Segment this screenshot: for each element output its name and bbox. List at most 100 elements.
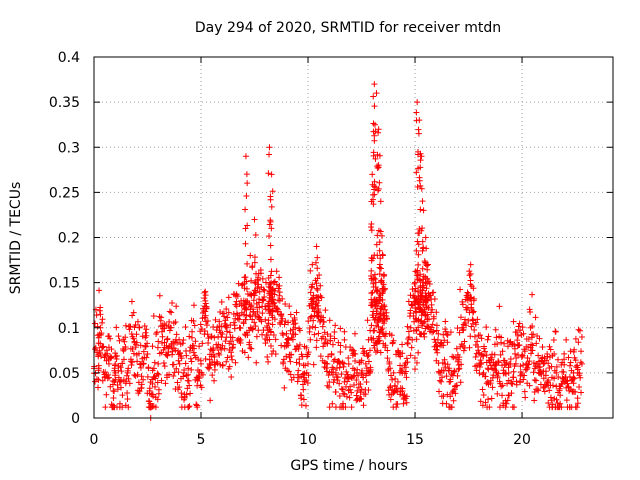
y-tick-label: 0.15 xyxy=(49,276,80,292)
data-point xyxy=(472,321,479,328)
data-point xyxy=(406,334,413,341)
data-point xyxy=(408,344,415,351)
data-point xyxy=(494,390,501,397)
data-point xyxy=(144,373,151,380)
data-point xyxy=(173,331,180,338)
data-point xyxy=(275,285,282,292)
data-point xyxy=(503,400,510,407)
data-point xyxy=(279,295,286,302)
data-point xyxy=(329,341,336,348)
data-point xyxy=(342,404,349,411)
data-point xyxy=(188,334,195,341)
data-point xyxy=(269,321,276,328)
data-point xyxy=(499,382,506,389)
data-point xyxy=(506,360,513,367)
data-point xyxy=(421,333,428,340)
x-tick-label: 5 xyxy=(197,432,206,448)
data-point xyxy=(294,378,301,385)
data-point xyxy=(378,326,385,333)
data-point xyxy=(357,389,364,396)
data-point xyxy=(358,396,365,403)
data-point xyxy=(377,278,384,285)
data-point xyxy=(207,397,214,404)
data-point xyxy=(125,365,132,372)
data-point xyxy=(283,342,290,349)
data-point xyxy=(118,368,125,375)
data-point xyxy=(122,344,129,351)
data-point xyxy=(430,328,437,335)
data-point xyxy=(505,364,512,371)
data-point xyxy=(243,306,250,313)
data-point xyxy=(376,152,383,159)
data-point xyxy=(453,382,460,389)
data-point xyxy=(269,286,276,293)
data-point xyxy=(138,373,145,380)
data-point xyxy=(143,326,150,333)
data-point xyxy=(416,117,423,124)
data-point xyxy=(444,339,451,346)
data-point xyxy=(375,300,382,307)
data-point xyxy=(272,350,279,357)
data-point xyxy=(418,185,425,192)
data-point xyxy=(130,350,137,357)
data-point xyxy=(467,270,474,277)
data-point xyxy=(371,132,378,139)
data-point xyxy=(178,355,185,362)
data-point xyxy=(520,330,527,337)
data-point xyxy=(224,354,231,361)
data-point xyxy=(565,354,572,361)
data-point xyxy=(311,331,318,338)
data-point xyxy=(126,380,133,387)
data-point xyxy=(256,296,263,303)
data-point xyxy=(320,333,327,340)
data-point xyxy=(133,351,140,358)
data-point xyxy=(175,369,182,376)
data-point xyxy=(578,389,585,396)
data-point xyxy=(240,320,247,327)
data-point xyxy=(549,401,556,408)
data-point xyxy=(106,333,113,340)
data-point xyxy=(127,323,134,330)
data-point xyxy=(362,360,369,367)
data-point xyxy=(430,289,437,296)
data-point xyxy=(112,353,119,360)
data-point xyxy=(446,378,453,385)
data-point xyxy=(313,285,320,292)
data-point xyxy=(164,352,171,359)
data-point xyxy=(298,402,305,409)
data-point xyxy=(142,329,149,336)
data-point xyxy=(420,331,427,338)
data-point xyxy=(546,387,553,394)
data-point xyxy=(529,323,536,330)
data-point xyxy=(540,360,547,367)
data-point xyxy=(289,336,296,343)
data-point xyxy=(290,374,297,381)
data-point xyxy=(191,322,198,329)
data-point xyxy=(389,376,396,383)
data-point xyxy=(566,362,573,369)
data-point xyxy=(442,318,449,325)
data-point xyxy=(368,290,375,297)
data-point xyxy=(466,272,473,279)
data-point xyxy=(575,326,582,333)
data-point xyxy=(222,323,229,330)
data-point xyxy=(166,371,173,378)
data-point xyxy=(459,324,466,331)
data-point xyxy=(249,326,256,333)
data-point xyxy=(95,384,102,391)
data-point xyxy=(514,332,521,339)
data-point xyxy=(377,265,384,272)
data-point xyxy=(440,342,447,349)
data-point xyxy=(510,374,517,381)
data-point xyxy=(413,109,420,116)
data-point xyxy=(546,343,553,350)
data-point xyxy=(202,355,209,362)
data-point xyxy=(189,328,196,335)
data-point xyxy=(123,372,130,379)
data-point xyxy=(413,359,420,366)
data-point xyxy=(454,372,461,379)
data-point xyxy=(373,288,380,295)
data-point xyxy=(119,360,126,367)
data-point xyxy=(357,381,364,388)
data-point xyxy=(498,383,505,390)
